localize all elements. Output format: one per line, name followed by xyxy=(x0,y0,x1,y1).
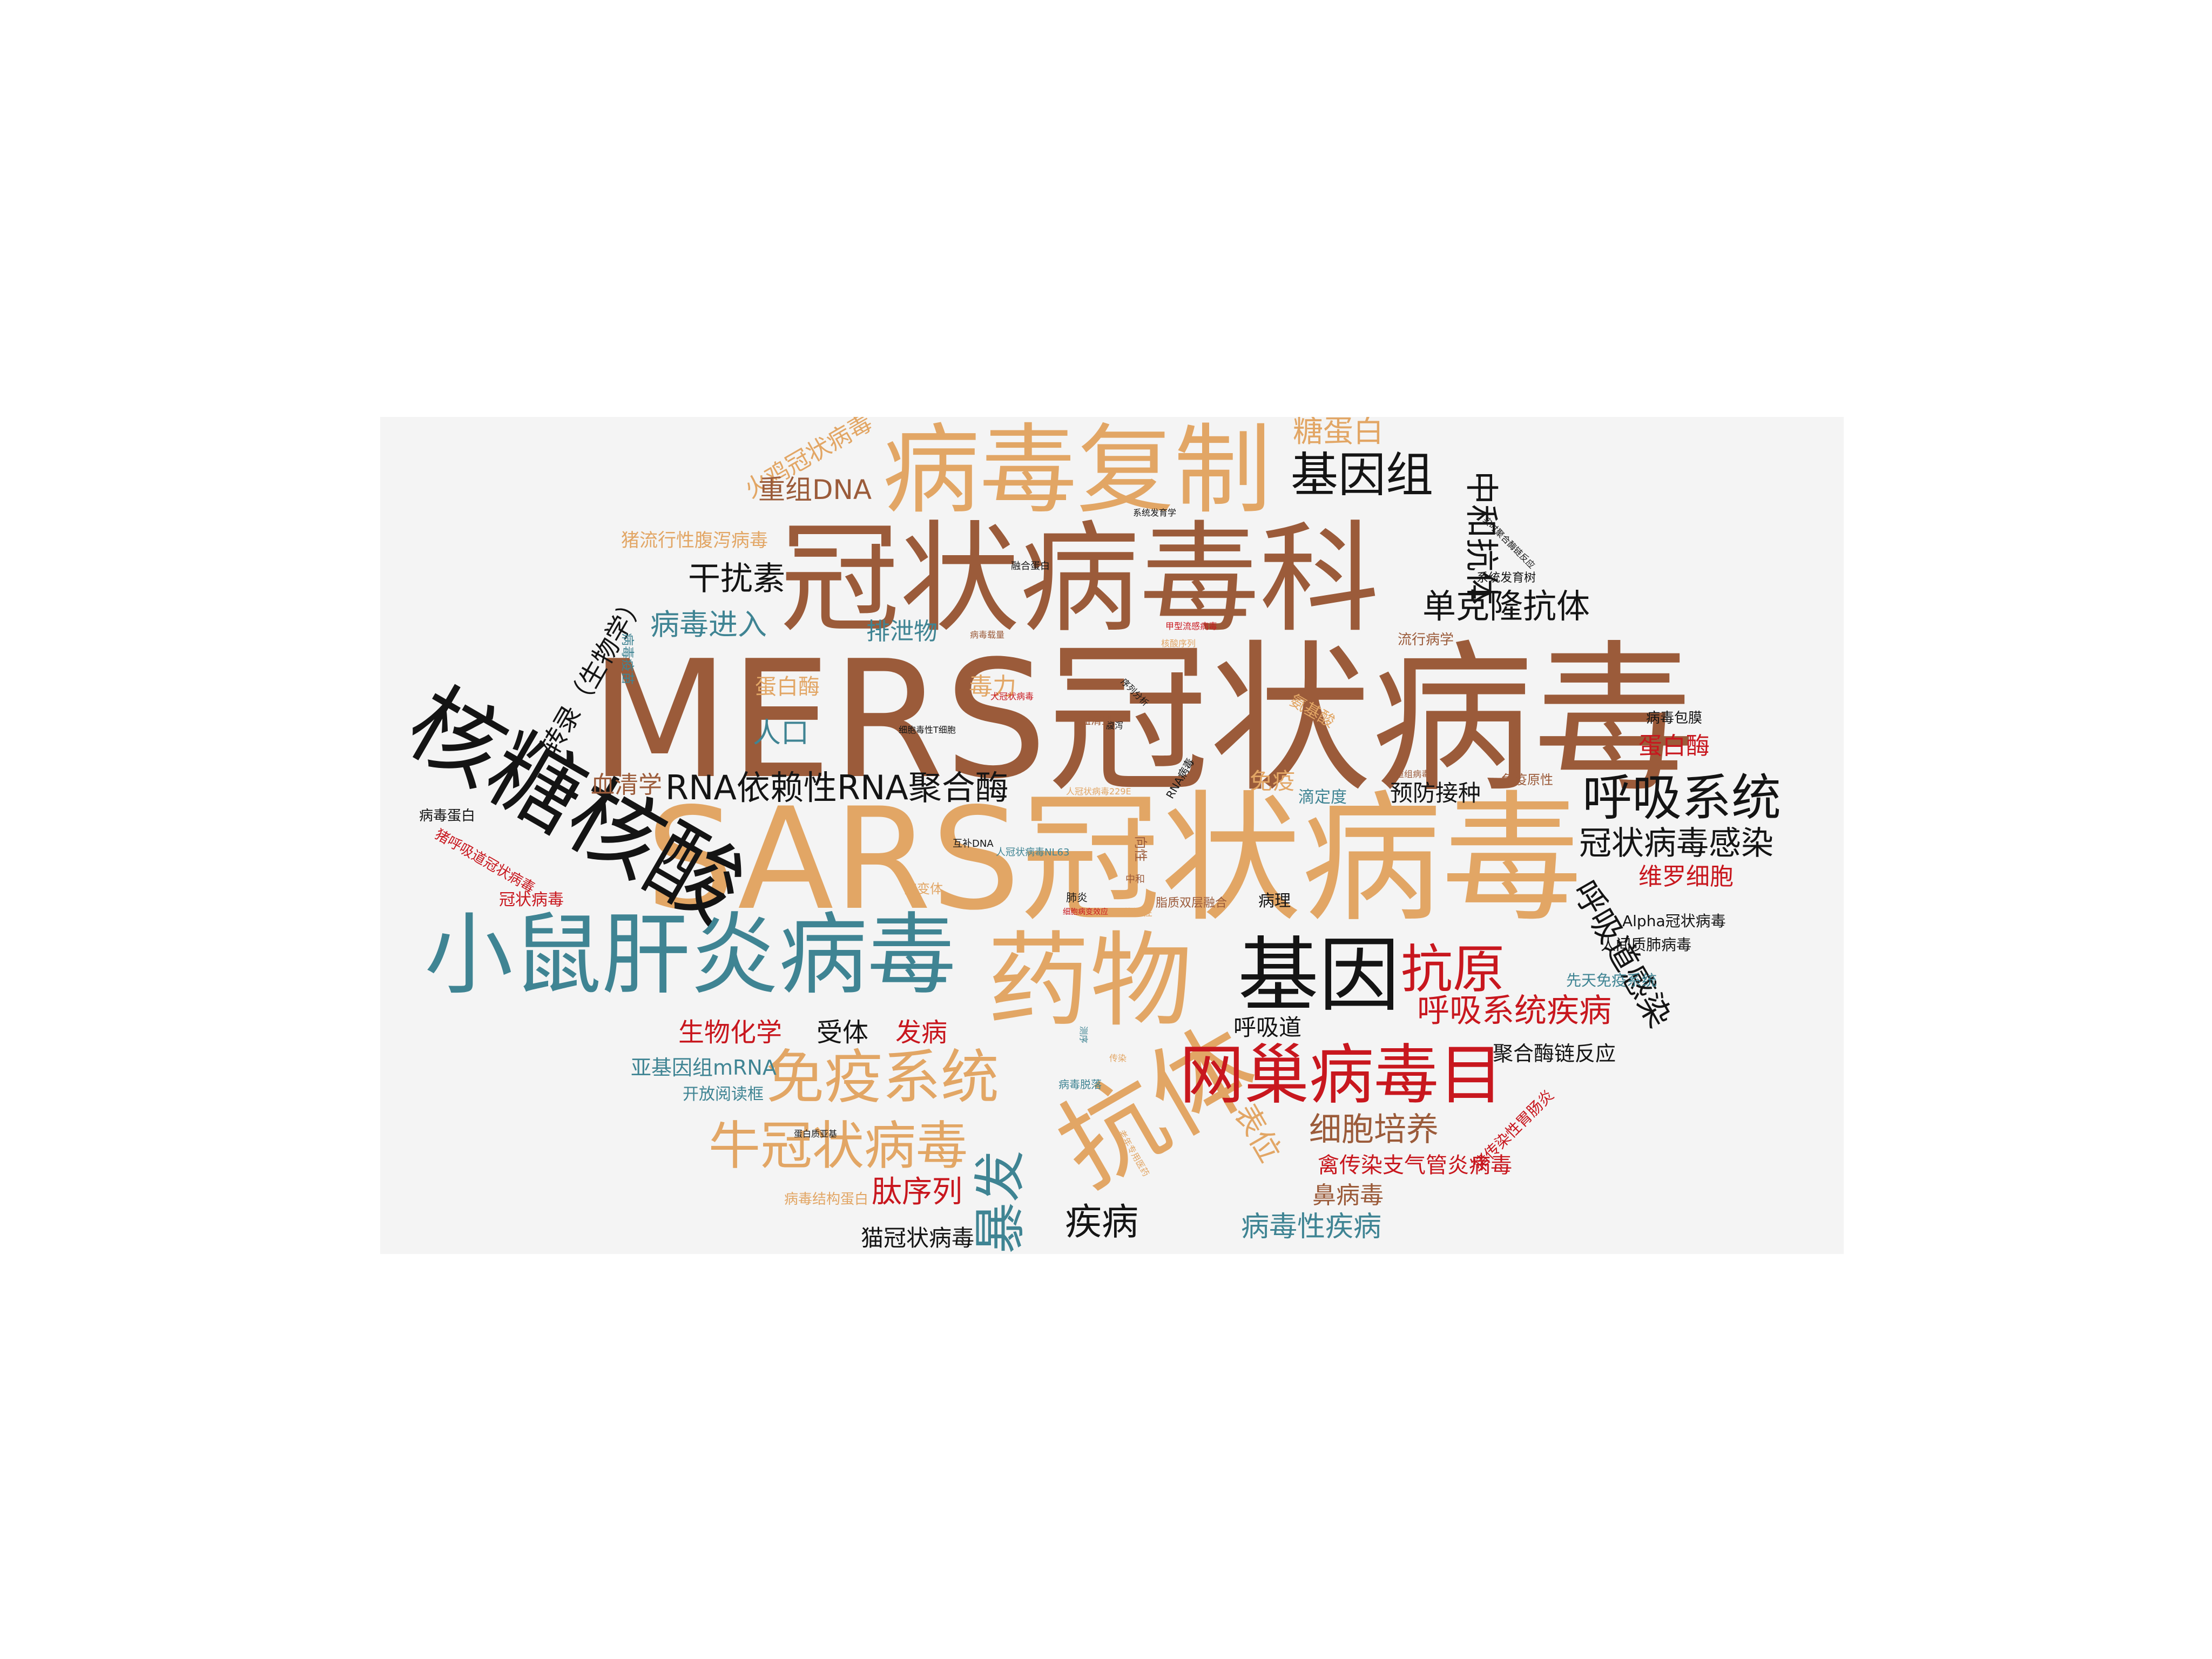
word-monoclonal: 单克隆抗体 xyxy=(1422,586,1590,626)
word-spike: 蛋白质亚基 xyxy=(794,1129,838,1139)
word-immunogenicity: 免疫原性 xyxy=(1501,772,1553,787)
word-sgmrna: 亚基因组mRNA xyxy=(631,1056,777,1080)
word-biochemistry: 生物化学 xyxy=(678,1017,783,1048)
word-nidovirales: 网巢病毒目 xyxy=(1179,1038,1503,1113)
word-rdrp: RNA依赖性RNA聚合酶 xyxy=(665,768,1009,807)
word-protease2: 蛋白酶 xyxy=(1638,732,1710,760)
word-population: 人口 xyxy=(753,717,810,750)
word-glycoprotein: 糖蛋白 xyxy=(1293,417,1384,449)
word-receptor: 受体 xyxy=(817,1017,869,1048)
word-alpha-cov: Alpha冠状病毒 xyxy=(1622,912,1726,930)
word-envelope: 病毒包膜 xyxy=(1646,710,1703,726)
word-mers: MERS冠状病毒 xyxy=(590,626,1696,814)
word-orf: 开放阅读框 xyxy=(683,1085,764,1104)
word-virulence: 毒力 xyxy=(969,673,1016,700)
word-innate: 先天免疫系统 xyxy=(1566,972,1657,989)
word-recombinant-dna: 重组DNA xyxy=(758,474,872,505)
word-pcr: 聚合酶链反应 xyxy=(1493,1042,1616,1065)
word-cov-infection: 冠状病毒感染 xyxy=(1579,825,1773,862)
word-airway: 呼吸道 xyxy=(1233,1014,1302,1041)
word-viral-disease: 病毒性疾病 xyxy=(1241,1211,1382,1243)
word-coronaviridae: 冠状病毒科 xyxy=(780,510,1379,649)
word-cell-culture: 细胞培养 xyxy=(1309,1111,1439,1149)
word-phylogenetics: 系统发育学 xyxy=(1133,508,1177,518)
word-excreta: 排泄物 xyxy=(866,618,938,645)
word-influenza-a: 甲型流感病毒 xyxy=(1165,621,1218,631)
word-reoviruses: 重组病毒 xyxy=(1395,769,1431,779)
word-nucleotide: 核酸序列 xyxy=(1161,638,1196,649)
word-respiratory-system: 呼吸系统 xyxy=(1582,769,1782,827)
word-antigen: 抗原 xyxy=(1401,939,1505,1000)
word-structural-protein: 病毒结构蛋白 xyxy=(784,1191,869,1208)
word-viral-load: 病毒载量 xyxy=(970,630,1005,640)
word-mutant: 突变体 xyxy=(904,881,943,896)
word-immune-system: 免疫系统 xyxy=(766,1044,1000,1111)
word-interferon: 干扰素 xyxy=(688,560,785,598)
word-prcv: 猪呼吸道冠状病毒 xyxy=(432,826,538,897)
word-ibv: 禽传染支气管炎病毒 xyxy=(1318,1153,1512,1178)
word-viral-protein: 病毒蛋白 xyxy=(419,808,476,824)
word-phylogenetic-tree: 系统发育树 xyxy=(1476,571,1536,585)
word-coronavirus: 冠状病毒 xyxy=(499,891,564,909)
word-viral-entry: 病毒进入 xyxy=(650,608,767,642)
word-infectivity: 传染性 xyxy=(1123,907,1152,919)
word-immunity: 免疫 xyxy=(1250,768,1296,794)
word-pedv: 猪流行性腹泻病毒 xyxy=(621,530,768,551)
word-cdna: 互补DNA xyxy=(953,838,994,849)
word-disease: 疾病 xyxy=(1065,1201,1139,1244)
word-canine-cov: 犬冠状病毒 xyxy=(990,691,1034,702)
word-pathogenesis: 发病 xyxy=(895,1017,948,1048)
word-fusion-protein: 融合蛋白 xyxy=(1011,561,1050,572)
word-hmpv: 人间质肺病毒 xyxy=(1601,936,1692,954)
word-sequencing: 测序 xyxy=(1078,1026,1089,1044)
word-ctl: 细胞毒性T细胞 xyxy=(899,725,956,735)
word-serum: 血清型 xyxy=(1080,714,1112,727)
word-viral-vaccine: 病毒疫苗 xyxy=(620,633,635,685)
word-mhv: 小鼠肝炎病毒 xyxy=(424,903,956,1007)
word-serology: 血清学 xyxy=(591,771,662,799)
word-titer: 滴定度 xyxy=(1298,788,1347,807)
word-fcov: 猫冠状病毒 xyxy=(861,1225,975,1251)
word-cloud: MERS冠状病毒 SARS冠状病毒 冠状病毒科 病毒复制 核糖核酸 小鼠肝炎病毒… xyxy=(380,417,1844,1254)
word-vaccination: 预防接种 xyxy=(1390,780,1481,806)
word-protease: 蛋白酶 xyxy=(755,675,820,699)
word-gene: 基因 xyxy=(1238,929,1400,1023)
word-bovine-cov: 牛冠状病毒 xyxy=(709,1116,968,1176)
word-transmission: 传染 xyxy=(1109,1053,1127,1063)
word-replication: 病毒复制 xyxy=(882,417,1272,527)
word-cpe: 细胞病变效应 xyxy=(1063,908,1108,916)
word-outbreak: 暴发 xyxy=(970,1150,1030,1254)
word-sars: SARS冠状病毒 xyxy=(646,778,1582,941)
word-membrane-fusion: 脂质双层融合 xyxy=(1156,896,1228,910)
word-neutralization: 中和 xyxy=(1125,874,1145,885)
word-nl63: 人冠状病毒NL63 xyxy=(996,847,1070,858)
word-pneumonia: 肺炎 xyxy=(1066,891,1088,904)
word-genome: 基因组 xyxy=(1291,447,1434,503)
word-diarrhea: 腹泻 xyxy=(1106,720,1124,731)
word-epidemiology: 流行病学 xyxy=(1398,632,1454,648)
word-vero: 维罗细胞 xyxy=(1638,863,1734,891)
word-pathology: 病理 xyxy=(1258,892,1291,911)
word-hcov229e: 人冠状病毒229E xyxy=(1066,786,1131,797)
word-tropism: 向性 xyxy=(1133,836,1148,862)
word-rhinovirus: 鼻病毒 xyxy=(1312,1182,1384,1209)
word-resp-disease: 呼吸系统疾病 xyxy=(1417,992,1611,1030)
word-peptide: 肽序列 xyxy=(872,1175,962,1210)
word-shedding: 病毒脱落 xyxy=(1058,1078,1102,1091)
word-drug: 药物 xyxy=(987,921,1193,1041)
